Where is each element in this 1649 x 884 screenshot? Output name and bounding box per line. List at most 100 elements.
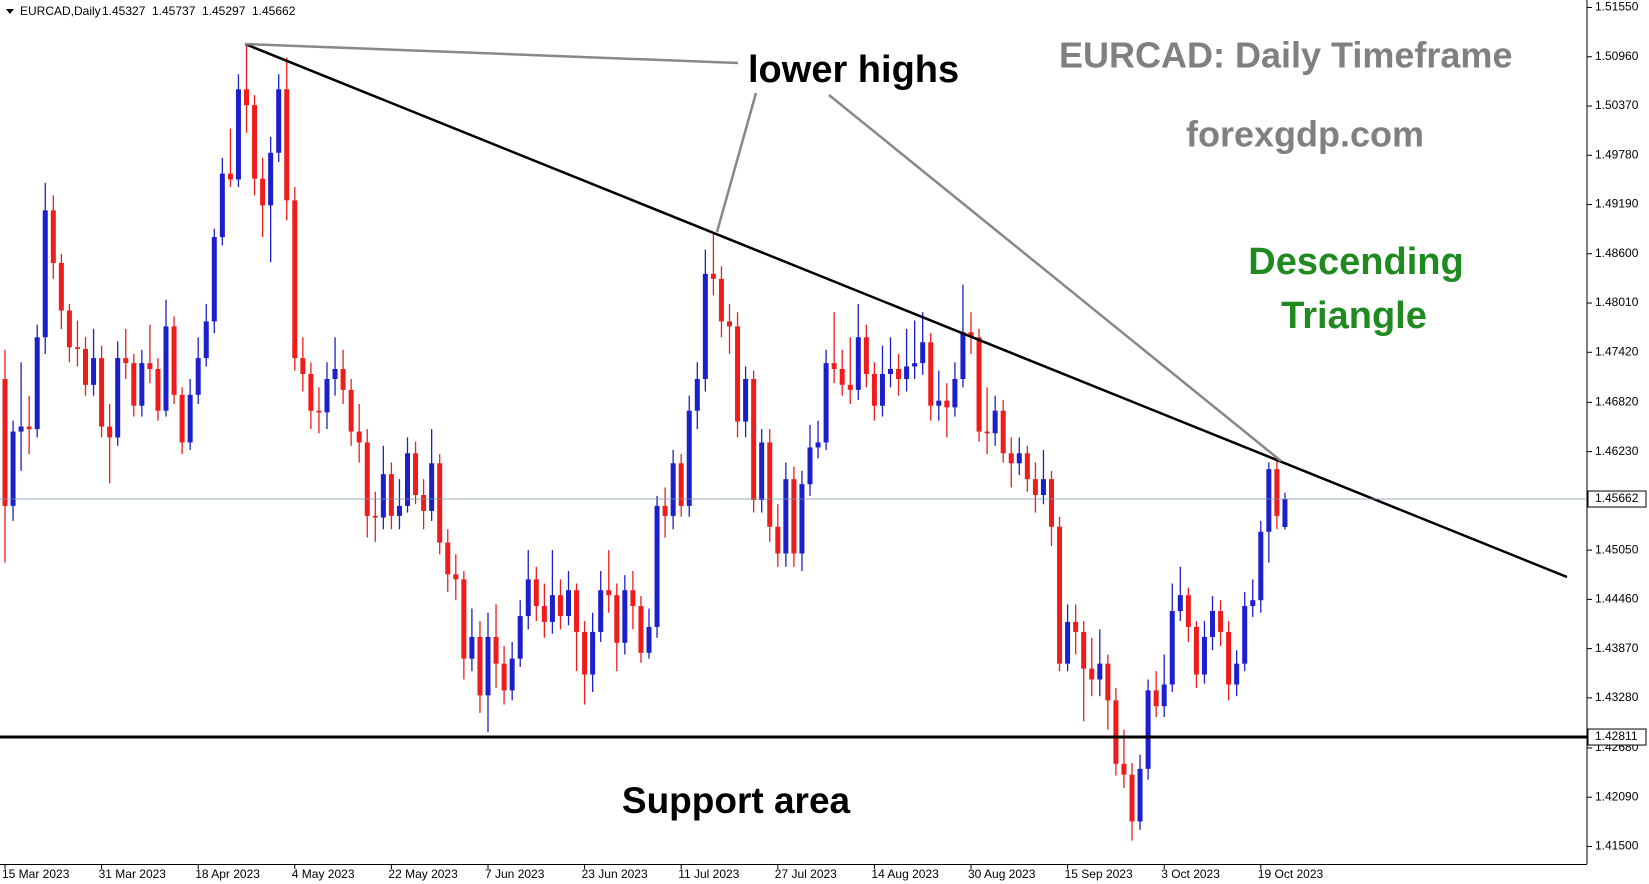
candle-body — [74, 347, 80, 349]
candle-body — [686, 410, 692, 506]
candle-body — [735, 326, 741, 422]
candle-body — [670, 463, 676, 516]
support-level-label: 1.42811 — [1595, 729, 1638, 743]
candle-body — [984, 431, 990, 434]
y-tick-label: 1.44460 — [1595, 592, 1639, 606]
candle-body — [799, 484, 805, 554]
candle-body — [18, 426, 24, 432]
candle-body — [91, 358, 97, 385]
candle-body — [1161, 684, 1167, 707]
candle-body — [276, 89, 282, 153]
y-tick-label: 1.47420 — [1595, 344, 1639, 358]
candle-body — [920, 342, 926, 364]
y-tick-label: 1.48600 — [1595, 246, 1639, 260]
candle-body — [839, 368, 845, 385]
candle-body — [1137, 768, 1143, 822]
candle-body — [1242, 606, 1248, 664]
candle-body — [952, 378, 958, 408]
candle-body — [823, 363, 829, 443]
y-tick-label: 1.43870 — [1595, 641, 1639, 655]
y-tick-label: 1.50370 — [1595, 98, 1639, 112]
candle-body — [324, 378, 330, 413]
header-high: 1.45737 — [152, 4, 196, 18]
candle-body — [364, 442, 370, 516]
candle-body — [896, 368, 902, 379]
x-tick-label: 15 Mar 2023 — [2, 867, 70, 881]
y-tick-label: 1.50960 — [1595, 49, 1639, 63]
candle-body — [718, 278, 724, 322]
candle-body — [1258, 531, 1264, 601]
candle-body — [1201, 636, 1207, 675]
candle-body — [42, 210, 48, 338]
candle-body — [976, 337, 982, 432]
candle-body — [1073, 621, 1079, 632]
candle-body — [1097, 663, 1103, 680]
candle-body — [477, 636, 483, 696]
candle-body — [1024, 453, 1030, 480]
candle-body — [413, 453, 419, 496]
candle-body — [557, 595, 563, 617]
candle-body — [123, 358, 129, 364]
candle-body — [783, 479, 789, 554]
candle-body — [710, 273, 716, 279]
chart-subtitle: forexgdp.com — [1186, 114, 1424, 155]
support-box — [1587, 728, 1647, 746]
candle-body — [1193, 626, 1199, 675]
candle-body — [525, 579, 531, 617]
candle-body — [163, 326, 169, 411]
candle-body — [1185, 595, 1191, 627]
candle-body — [646, 626, 652, 653]
candle-body — [268, 152, 274, 206]
candle-body — [831, 363, 837, 369]
candle-body — [26, 426, 32, 430]
candle-body — [34, 337, 40, 430]
candle-body — [574, 590, 580, 632]
header-open: 1.45327 — [102, 4, 146, 18]
candle-body — [622, 590, 628, 643]
candle-body — [630, 590, 636, 607]
candle-body — [131, 363, 137, 406]
candle-body — [598, 590, 604, 632]
candle-body — [388, 474, 394, 516]
candle-body — [171, 326, 177, 395]
candle-body — [582, 631, 588, 675]
candle-body — [147, 363, 153, 369]
candle-body — [99, 358, 105, 427]
candle-body — [372, 515, 378, 518]
candle-body — [83, 348, 88, 385]
candle-body — [485, 636, 491, 696]
candle-body — [1000, 410, 1006, 454]
candle-body — [863, 337, 869, 374]
candle-body — [421, 495, 427, 511]
candle-body — [292, 200, 298, 359]
candle-body — [743, 378, 749, 422]
candle-body — [694, 378, 700, 411]
candle-body — [1250, 600, 1256, 607]
candle-body — [453, 574, 459, 580]
candle-body — [759, 442, 765, 501]
x-tick-label: 7 Jun 2023 — [485, 867, 545, 881]
candle-body — [541, 606, 547, 622]
candle-body — [300, 358, 306, 374]
candle-body — [1226, 631, 1232, 685]
candle-body — [928, 342, 934, 406]
candle-body — [614, 595, 620, 643]
pointer-line — [244, 42, 739, 65]
y-tick-label: 1.51550 — [1595, 0, 1639, 14]
candle-body — [1274, 469, 1280, 516]
pattern-label: Descending — [1248, 241, 1463, 283]
annotation: lower highs — [748, 49, 959, 91]
candle-body — [904, 366, 910, 379]
candle-body — [501, 663, 507, 691]
y-tick-label: 1.42090 — [1595, 789, 1639, 803]
x-tick-label: 27 Jul 2023 — [775, 867, 837, 881]
candle-body — [316, 410, 322, 413]
candle-body — [1210, 611, 1215, 637]
x-tick-label: 3 Oct 2023 — [1161, 867, 1220, 881]
candle-body — [1113, 700, 1119, 764]
trendline — [244, 42, 1568, 579]
x-tick-label: 23 Jun 2023 — [582, 867, 648, 881]
candle-body — [566, 590, 571, 617]
candle-body — [533, 579, 539, 607]
